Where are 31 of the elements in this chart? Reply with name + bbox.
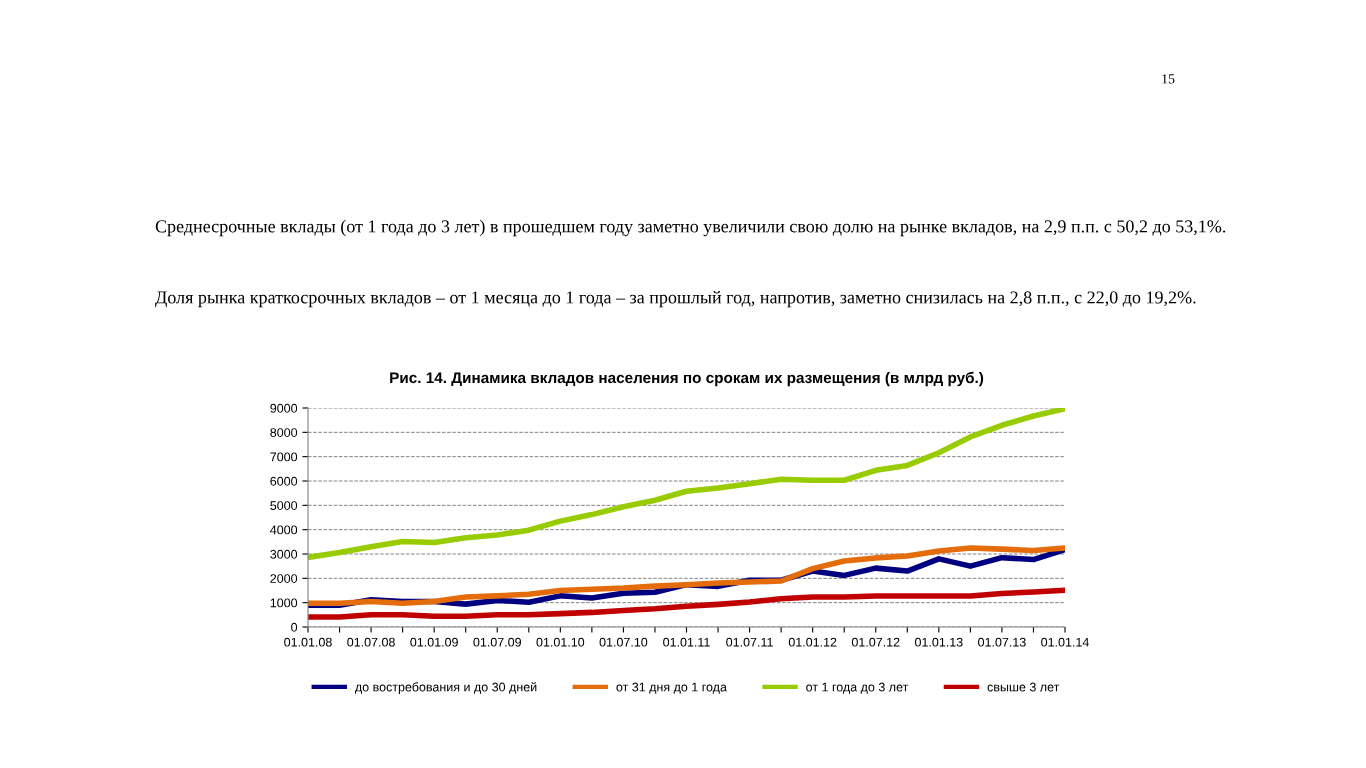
y-tick-label: 1000 <box>270 598 298 608</box>
y-tick-label: 3000 <box>270 549 298 559</box>
x-tick-label: 01.01.08 <box>284 637 332 647</box>
x-tick-label: 01.01.14 <box>1041 637 1089 647</box>
legend-label: свыше 3 лет <box>987 682 1060 692</box>
x-tick-label: 01.07.12 <box>851 637 900 647</box>
legend-label: до востребования и до 30 дней <box>355 682 537 694</box>
y-tick-label: 6000 <box>270 476 298 486</box>
x-tick-label: 01.01.13 <box>915 637 963 647</box>
y-tick-label: 7000 <box>270 452 298 462</box>
x-tick-label: 01.07.08 <box>347 637 395 647</box>
text: 15 <box>1162 74 1175 84</box>
x-tick-label: 01.01.12 <box>788 637 837 647</box>
text: Доля рынка краткосрочных вкладов – от 1 месяца до 1 года – за прошлый год, напротив, заметно снизилась на 2,8 п.п., с 22,0 до 19,2%. <box>155 290 1196 308</box>
x-tick-label: 01.07.11 <box>726 637 773 647</box>
x-tick-label: 01.07.10 <box>599 637 648 647</box>
x-tick-label: 01.01.11 <box>663 637 710 647</box>
y-tick-label: 0 <box>291 622 298 632</box>
x-tick-label: 01.01.10 <box>536 637 585 647</box>
x-tick-label: 01.07.13 <box>978 637 1026 647</box>
y-tick-label: 8000 <box>270 428 298 437</box>
y-tick-label: 2000 <box>270 574 298 583</box>
y-tick-label: 5000 <box>270 501 298 510</box>
y-tick-label: 9000 <box>270 403 298 413</box>
x-tick-label: 01.01.09 <box>410 637 458 647</box>
legend-label: от 1 года до 3 лет <box>806 682 909 694</box>
chart-title: Рис. 14. Динамика вкладов населения по срокам их размещения (в млрд руб.) <box>390 371 984 387</box>
y-tick-label: 4000 <box>270 525 298 535</box>
legend-label: от 31 дня до 1 года <box>616 682 727 694</box>
x-tick-label: 01.07.09 <box>473 637 521 647</box>
text: Среднесрочные вклады (от 1 года до 3 лет) в прошедшем году заметно увеличили свою долю на рынке вкладов, на 2,9 п.п. с 50,2 до 53,1%. <box>155 219 1226 237</box>
